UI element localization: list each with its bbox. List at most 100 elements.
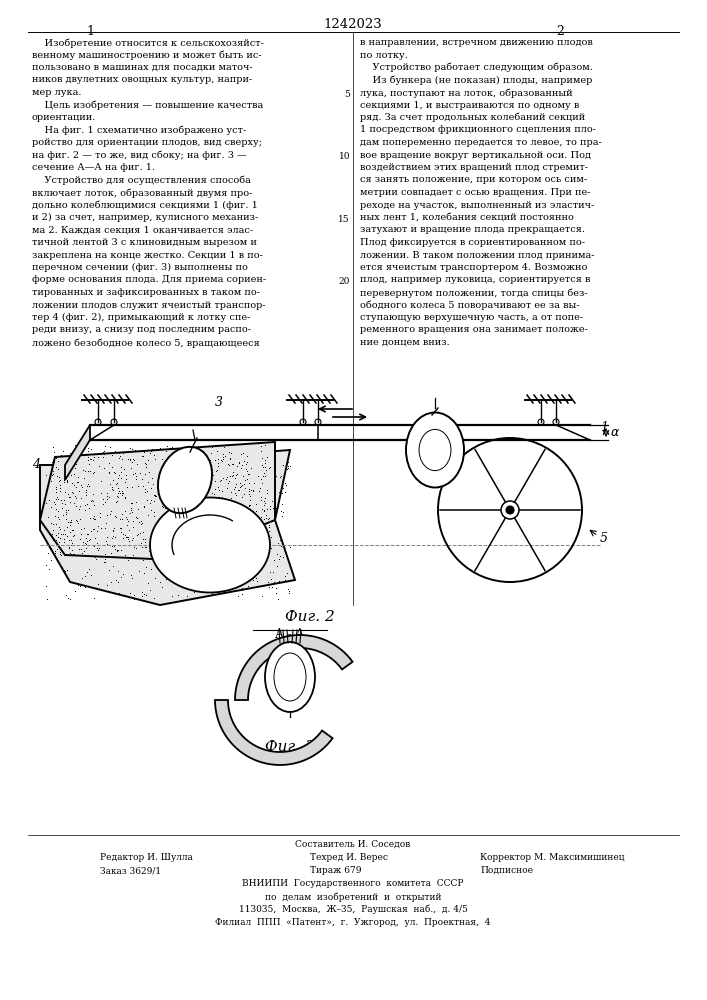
Point [61, 562, 72, 578]
Point [223, 531, 234, 547]
Point [141, 456, 152, 472]
Point [115, 470, 127, 486]
Point [176, 456, 187, 472]
Point [227, 456, 238, 472]
Point [240, 502, 251, 518]
Point [182, 540, 194, 556]
Point [88, 486, 99, 502]
Point [200, 515, 211, 531]
Point [148, 522, 160, 538]
Point [158, 480, 170, 496]
Point [273, 573, 284, 589]
Point [256, 457, 267, 473]
Point [91, 523, 103, 539]
Point [88, 590, 100, 606]
Point [185, 514, 196, 530]
Point [262, 549, 274, 565]
Point [216, 516, 227, 532]
Point [93, 540, 105, 556]
Point [182, 523, 193, 539]
Point [221, 524, 233, 540]
Point [91, 540, 103, 556]
Point [269, 574, 280, 590]
Point [196, 525, 207, 541]
Point [126, 495, 137, 511]
Point [148, 590, 159, 606]
Point [81, 487, 92, 503]
Point [149, 528, 160, 544]
Point [261, 501, 272, 517]
Point [139, 498, 150, 514]
Point [98, 460, 110, 476]
Text: На фиг. 1 схематично изображено уст-: На фиг. 1 схематично изображено уст- [32, 125, 246, 135]
Point [206, 585, 218, 601]
Point [64, 591, 76, 607]
Point [240, 456, 252, 472]
Point [211, 546, 223, 562]
Point [121, 529, 132, 545]
Point [143, 474, 154, 490]
Point [256, 475, 267, 491]
Point [66, 459, 77, 475]
Point [122, 517, 133, 533]
Point [238, 486, 250, 502]
Point [262, 574, 274, 590]
Point [163, 559, 174, 575]
Point [284, 555, 295, 571]
Point [168, 528, 180, 544]
Point [236, 520, 247, 536]
Point [214, 473, 226, 489]
Point [168, 509, 180, 525]
Point [139, 565, 150, 581]
Point [136, 584, 147, 600]
Point [189, 548, 200, 564]
Point [169, 522, 180, 538]
Point [154, 481, 165, 497]
Point [118, 549, 129, 565]
Point [76, 570, 88, 586]
Point [66, 475, 78, 491]
Point [115, 464, 127, 480]
Point [110, 529, 121, 545]
Point [92, 518, 103, 534]
Point [104, 562, 115, 578]
Point [180, 539, 192, 555]
Point [79, 535, 90, 551]
Point [98, 444, 109, 460]
Point [156, 498, 168, 514]
Text: ВНИИПИ  Государственного  комитета  СССР: ВНИИПИ Государственного комитета СССР [243, 879, 464, 888]
Point [54, 519, 65, 535]
Point [132, 456, 143, 472]
Point [131, 540, 142, 556]
Point [107, 538, 118, 554]
Point [139, 534, 151, 550]
Point [63, 540, 74, 556]
Point [49, 496, 61, 512]
Point [113, 450, 124, 466]
Point [212, 479, 223, 495]
Point [237, 586, 248, 602]
Point [192, 534, 204, 550]
Point [94, 509, 105, 525]
Point [236, 478, 247, 494]
Point [175, 457, 187, 473]
Point [169, 460, 180, 476]
Point [160, 470, 171, 486]
Point [170, 548, 182, 564]
Point [242, 578, 253, 594]
Text: ложении плодов служит ячеистый транспор-: ложении плодов служит ячеистый транспор- [32, 300, 266, 310]
Point [216, 489, 228, 505]
Point [121, 529, 132, 545]
Point [255, 509, 267, 525]
Point [142, 575, 153, 591]
Point [267, 579, 278, 595]
Point [66, 535, 78, 551]
Point [48, 454, 59, 470]
Point [181, 462, 192, 478]
Point [246, 512, 257, 528]
Point [159, 461, 170, 477]
Point [146, 492, 157, 508]
Point [137, 531, 148, 547]
Point [216, 530, 228, 546]
Point [69, 527, 80, 543]
